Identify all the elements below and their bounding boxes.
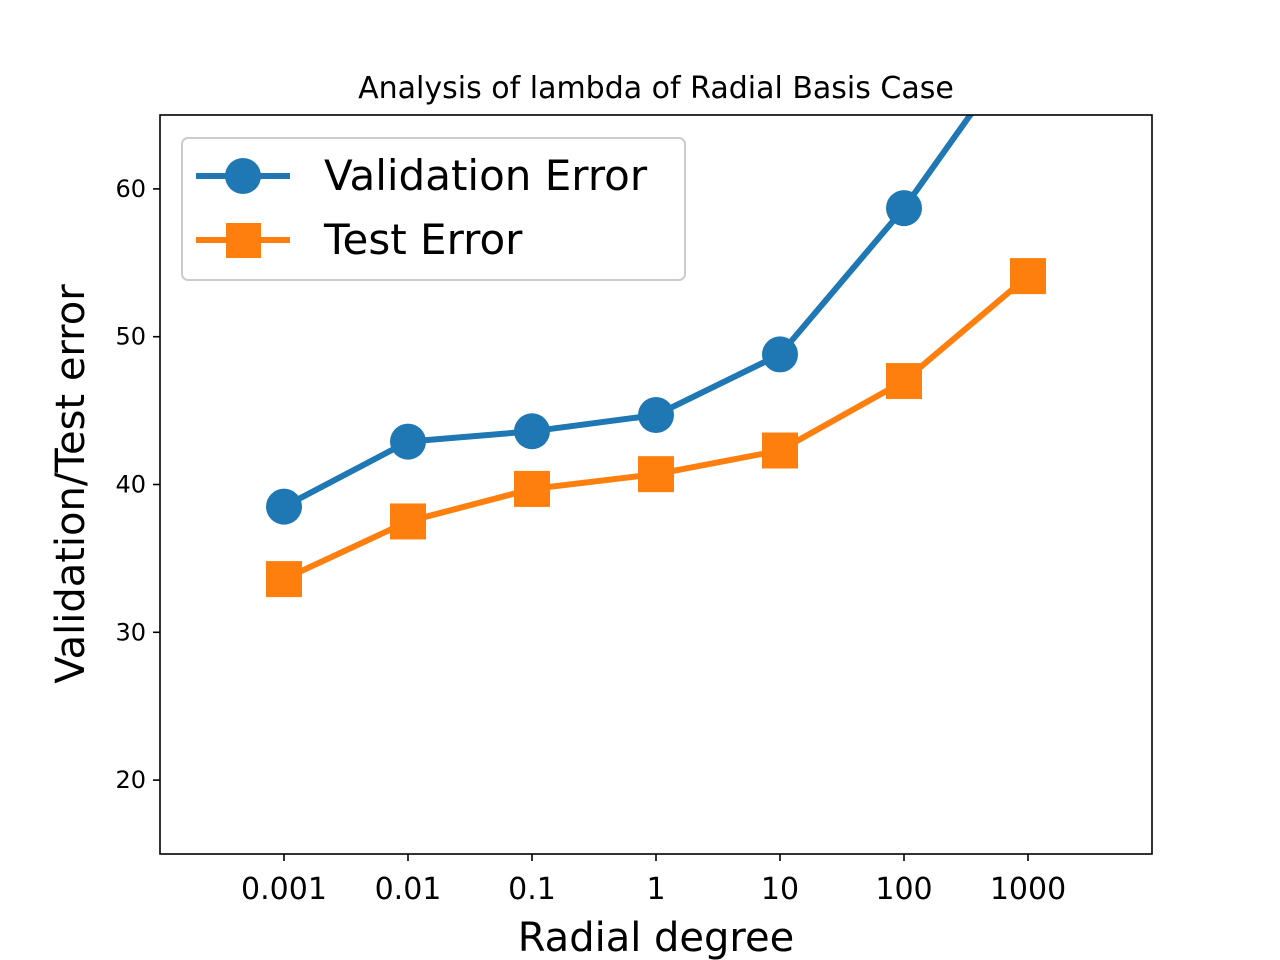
legend: Validation Error Test Error: [181, 137, 686, 281]
validation-error-point: [886, 190, 922, 227]
x-tick-label: 100: [875, 872, 932, 907]
x-tick-label: 0.001: [241, 872, 327, 907]
x-tick-label: 10: [761, 872, 799, 907]
chart-title: Analysis of lambda of Radial Basis Case: [358, 71, 954, 106]
test-error-point: [762, 432, 798, 469]
test-error-point: [266, 561, 302, 598]
test-error-point: [638, 456, 674, 493]
legend-label-test: Test Error: [323, 215, 523, 264]
x-axis-ticks: 0.001 0.01 0.1 1 10 100 1000: [241, 854, 1066, 907]
test-error-point: [390, 503, 426, 540]
y-tick-label: 50: [115, 323, 146, 351]
validation-error-point: [762, 336, 798, 373]
x-tick-label: 0.1: [508, 872, 556, 907]
validation-error-point: [390, 423, 426, 460]
validation-error-point: [266, 488, 302, 525]
x-tick-label: 1000: [990, 872, 1066, 907]
legend-marker-validation: [225, 158, 261, 194]
y-tick-label: 40: [115, 471, 146, 499]
validation-error-point: [1010, 16, 1046, 52]
y-tick-label: 30: [115, 618, 146, 646]
y-tick-label: 60: [115, 175, 146, 203]
series-layer: [266, 16, 1046, 598]
legend-marker-test: [226, 223, 261, 258]
legend-box: [181, 137, 686, 281]
legend-label-validation: Validation Error: [324, 151, 648, 200]
test-error-point: [1010, 258, 1046, 295]
test-error-point: [886, 363, 922, 400]
x-axis-label: Radial degree: [518, 915, 794, 960]
validation-error-point: [638, 397, 674, 434]
y-tick-label: 20: [115, 766, 146, 794]
y-axis-ticks: 20 30 40 50 60: [115, 175, 160, 794]
x-tick-label: 0.01: [375, 872, 442, 907]
x-tick-label: 1: [646, 872, 665, 907]
validation-error-point: [514, 413, 550, 450]
test-error-point: [514, 470, 550, 507]
y-axis-label: Validation/Test error: [48, 284, 94, 684]
